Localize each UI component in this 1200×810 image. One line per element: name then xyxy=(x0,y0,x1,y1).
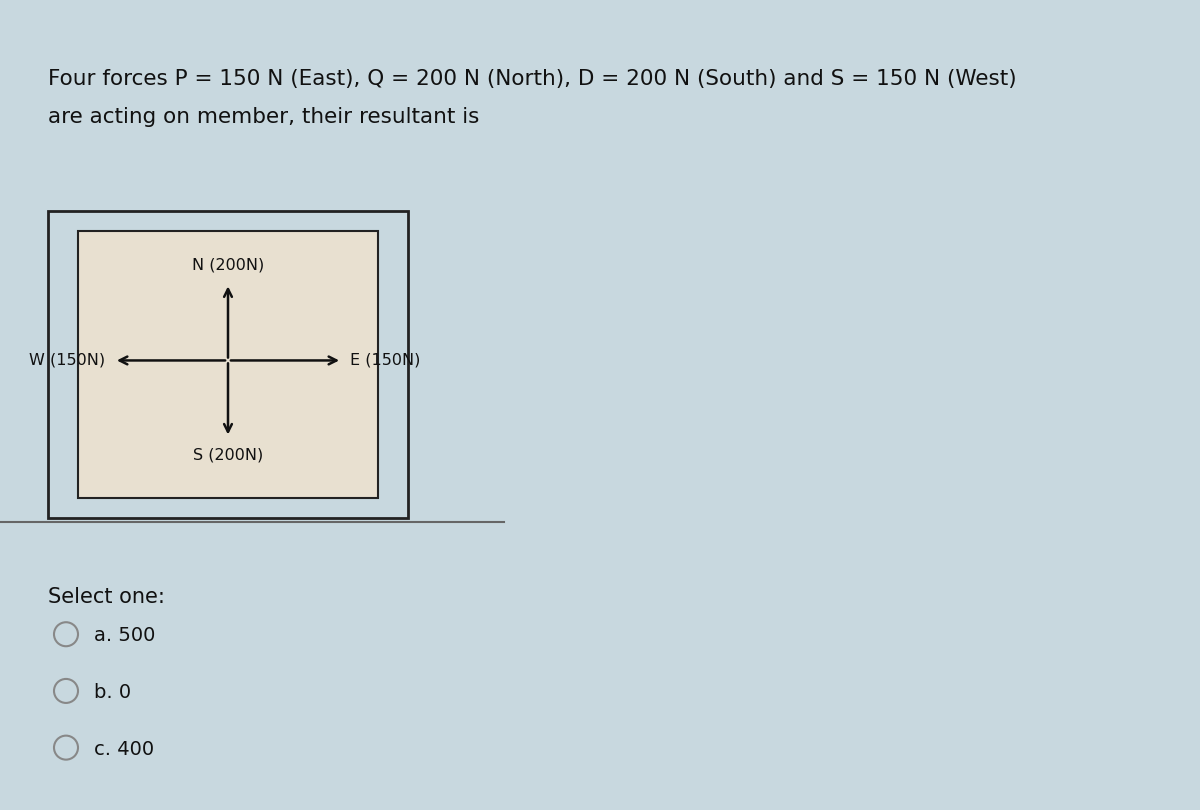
Text: Four forces P = 150 N (East), Q = 200 N (North), D = 200 N (South) and S = 150 N: Four forces P = 150 N (East), Q = 200 N … xyxy=(48,69,1016,89)
Text: a. 500: a. 500 xyxy=(94,626,155,646)
Text: N (200N): N (200N) xyxy=(192,258,264,273)
Text: b. 0: b. 0 xyxy=(94,683,131,702)
Bar xyxy=(48,211,408,518)
Text: S (200N): S (200N) xyxy=(193,448,263,463)
Bar xyxy=(78,231,378,498)
Text: c. 400: c. 400 xyxy=(94,740,154,759)
Text: are acting on member, their resultant is: are acting on member, their resultant is xyxy=(48,107,479,127)
Text: W (150N): W (150N) xyxy=(30,353,106,368)
Text: E (150N): E (150N) xyxy=(350,353,421,368)
Text: Select one:: Select one: xyxy=(48,587,164,608)
